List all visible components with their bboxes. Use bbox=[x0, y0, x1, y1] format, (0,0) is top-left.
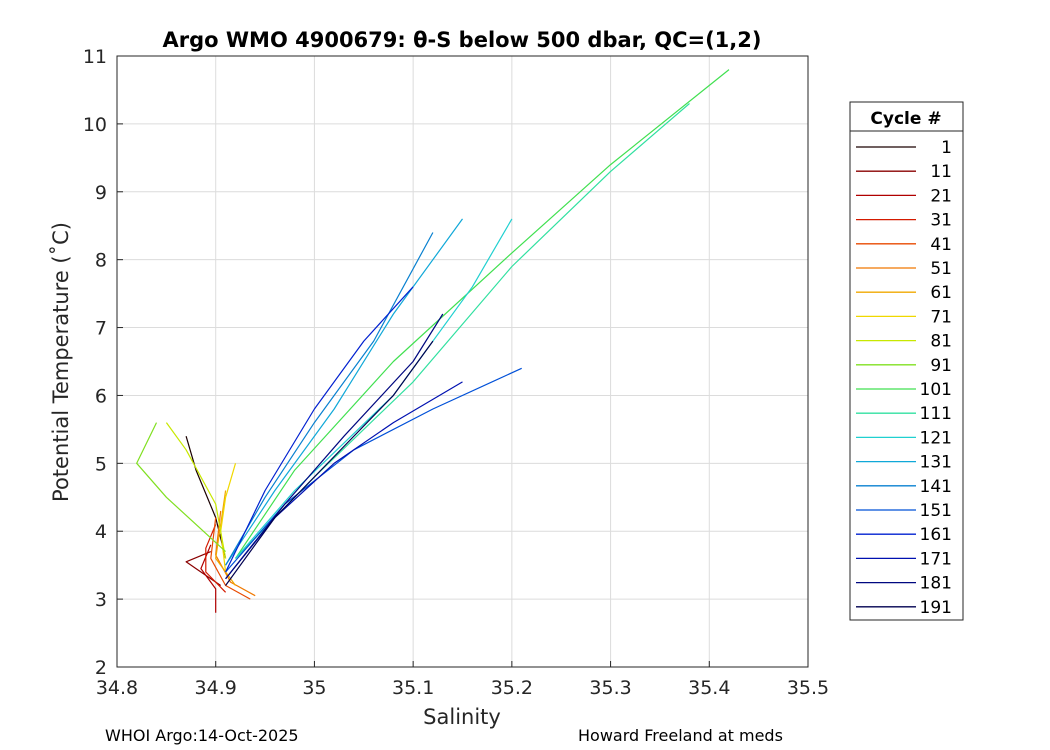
y-tick-label: 6 bbox=[95, 385, 107, 407]
legend-label-31: 31 bbox=[930, 211, 952, 231]
x-tick-label: 35.2 bbox=[491, 677, 533, 699]
legend-label-101: 101 bbox=[920, 380, 952, 400]
series-line-cycle-191 bbox=[225, 340, 434, 586]
y-tick-label: 2 bbox=[95, 657, 107, 679]
x-tick-label: 35 bbox=[302, 677, 326, 699]
x-tick-label: 34.9 bbox=[195, 677, 237, 699]
series-line-cycle-81 bbox=[165, 422, 227, 559]
legend-label-111: 111 bbox=[920, 404, 952, 424]
series-line-cycle-31 bbox=[205, 524, 227, 593]
legend-label-141: 141 bbox=[920, 477, 952, 497]
legend-label-131: 131 bbox=[920, 453, 952, 473]
y-tick-label: 5 bbox=[95, 453, 107, 475]
legend-title: Cycle # bbox=[870, 109, 941, 129]
x-axis-label: Salinity bbox=[423, 705, 501, 729]
chart-title: Argo WMO 4900679: θ-S below 500 dbar, QC… bbox=[163, 28, 762, 52]
footer-left: WHOI Argo:14-Oct-2025 bbox=[105, 726, 299, 745]
y-tick-label: 11 bbox=[83, 46, 107, 68]
plot-frame bbox=[116, 55, 809, 668]
series-group bbox=[136, 69, 730, 613]
legend: Cycle # 11121314151617181911011111211311… bbox=[849, 101, 964, 621]
series-line-cycle-11 bbox=[185, 551, 222, 586]
series-line-cycle-71 bbox=[220, 463, 237, 573]
legend-label-191: 191 bbox=[920, 598, 952, 618]
series-line-cycle-41 bbox=[210, 517, 251, 600]
legend-label-21: 21 bbox=[930, 186, 952, 206]
y-tick-label: 4 bbox=[95, 521, 107, 543]
series-line-cycle-131 bbox=[225, 218, 463, 566]
y-tick-label: 7 bbox=[95, 318, 107, 340]
x-ticks: 34.8 34.9 35 35.1 35.2 35.3 35.4 35.5 bbox=[96, 661, 829, 699]
y-axis-label: Potential Temperature (˚C) bbox=[49, 222, 73, 502]
legend-entries: 1112131415161718191101111121131141151161… bbox=[856, 138, 952, 618]
legend-label-81: 81 bbox=[930, 332, 952, 352]
legend-label-61: 61 bbox=[930, 283, 952, 303]
legend-label-71: 71 bbox=[930, 307, 952, 327]
x-tick-label: 35.1 bbox=[392, 677, 434, 699]
legend-label-161: 161 bbox=[920, 525, 952, 545]
legend-label-181: 181 bbox=[920, 574, 952, 594]
y-ticks: 2 3 4 5 6 7 8 9 10 11 bbox=[83, 46, 123, 679]
legend-label-11: 11 bbox=[930, 162, 952, 182]
y-tick-label: 8 bbox=[95, 250, 107, 272]
series-line-cycle-141 bbox=[225, 232, 434, 566]
x-tick-label: 35.3 bbox=[589, 677, 631, 699]
series-line-cycle-101 bbox=[235, 69, 730, 559]
legend-label-171: 171 bbox=[920, 549, 952, 569]
legend-label-51: 51 bbox=[930, 259, 952, 279]
x-tick-label: 35.4 bbox=[688, 677, 730, 699]
series-line-cycle-91 bbox=[136, 422, 227, 553]
y-tick-label: 10 bbox=[83, 114, 107, 136]
x-tick-label: 35.5 bbox=[787, 677, 829, 699]
series-line-cycle-161 bbox=[225, 286, 414, 573]
y-tick-label: 9 bbox=[95, 182, 107, 204]
series-line-cycle-1 bbox=[185, 436, 227, 559]
footer-right: Howard Freeland at meds bbox=[578, 726, 783, 745]
legend-label-151: 151 bbox=[920, 501, 952, 521]
legend-label-121: 121 bbox=[920, 428, 952, 448]
legend-label-1: 1 bbox=[941, 138, 952, 158]
series-line-cycle-181 bbox=[225, 313, 444, 580]
x-tick-label: 34.8 bbox=[96, 677, 138, 699]
y-tick-label: 3 bbox=[95, 589, 107, 611]
legend-label-91: 91 bbox=[930, 356, 952, 376]
legend-label-41: 41 bbox=[930, 235, 952, 255]
